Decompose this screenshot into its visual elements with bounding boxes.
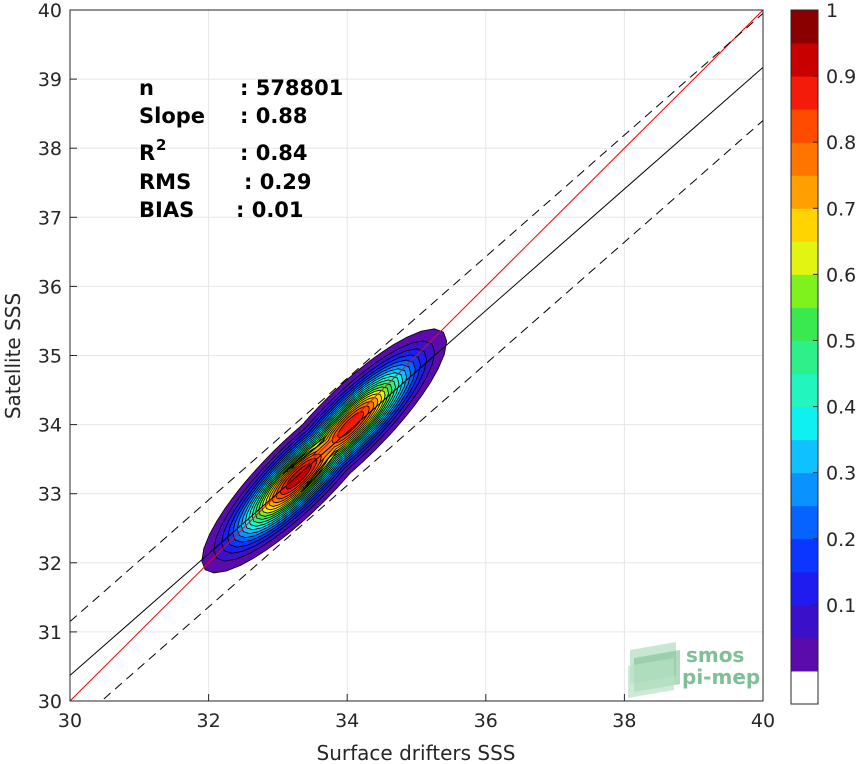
density-contour	[285, 463, 312, 490]
colorbar-tick-label: 1	[826, 0, 838, 22]
x-axis-ticks: 30 32 34 36 38 40	[58, 694, 775, 732]
y-tick-label: 37	[38, 207, 62, 229]
identity-line	[70, 10, 763, 701]
colorbar-swatch	[791, 307, 818, 341]
stat-r2-label: R	[139, 141, 155, 165]
upper_bound-line	[70, 13, 763, 622]
y-tick-label: 30	[38, 691, 62, 713]
stat-bias-value: : 0.01	[236, 198, 304, 222]
colorbar-tick-label: 0.9	[826, 66, 856, 88]
stat-r2-value: : 0.84	[240, 141, 308, 165]
colorbar-swatch	[791, 76, 818, 110]
colorbar-tick-label: 0.7	[826, 198, 856, 220]
colorbar-swatch	[791, 538, 818, 573]
colorbar-swatch	[791, 10, 818, 44]
colorbar-swatch	[791, 142, 818, 176]
x-tick-label: 38	[612, 710, 636, 732]
y-tick-label: 35	[38, 346, 62, 368]
stat-rms-label: RMS	[139, 170, 191, 194]
stat-slope-value: : 0.88	[240, 104, 308, 128]
stat-n-label: n	[139, 76, 154, 100]
colorbar-tick-label: 0.1	[826, 595, 856, 617]
colorbar-swatch	[791, 274, 818, 308]
x-axis-label: Surface drifters SSS	[317, 741, 516, 764]
colorbar-swatch	[791, 109, 818, 143]
colorbar-tick-label: 0.5	[826, 330, 856, 352]
watermark-line2: pi-mep	[682, 665, 760, 689]
stat-r2-sup: 2	[156, 136, 166, 154]
density-contour	[337, 411, 365, 439]
stat-slope-label: Slope	[139, 104, 205, 128]
x-tick-label: 30	[58, 710, 82, 732]
x-tick-label: 36	[474, 710, 498, 732]
y-tick-label: 32	[38, 553, 62, 575]
grid	[69, 9, 764, 702]
y-axis-label: Satellite SSS	[1, 293, 25, 419]
lower_bound-line	[100, 120, 763, 701]
colorbar-tick-label: 0.8	[826, 132, 856, 154]
y-tick-label: 34	[38, 415, 62, 437]
y-tick-label: 33	[38, 484, 62, 506]
colorbar-swatch	[791, 637, 818, 672]
colorbar	[790, 9, 819, 705]
y-tick-label: 39	[38, 69, 62, 91]
colorbar-swatch	[791, 670, 818, 705]
colorbar-ticks: 0.1 0.2 0.3 0.4 0.5 0.6 0.7 0.8 0.9 1	[813, 0, 856, 617]
colorbar-tick-label: 0.4	[826, 397, 856, 419]
colorbar-swatch	[791, 406, 818, 441]
stat-bias-label: BIAS	[139, 198, 194, 222]
layers-icon	[628, 642, 680, 698]
y-tick-label: 31	[38, 622, 62, 644]
colorbar-swatch	[791, 340, 818, 375]
reference-lines	[70, 10, 763, 701]
colorbar-swatch	[791, 175, 818, 209]
watermark-logo: smos pi-mep	[628, 642, 760, 698]
colorbar-swatch	[791, 43, 818, 77]
colorbar-swatch	[791, 373, 818, 408]
stat-rms-value: : 0.29	[244, 170, 312, 194]
stat-n-value: : 578801	[240, 76, 343, 100]
colorbar-swatch	[791, 472, 818, 507]
y-axis-ticks: 30 31 32 33 34 35 36 37 38 39 40	[38, 0, 77, 713]
colorbar-frame	[790, 9, 819, 705]
regression-line	[70, 66, 763, 676]
colorbar-swatch	[791, 604, 818, 639]
colorbar-swatch	[791, 439, 818, 474]
x-tick-label: 32	[197, 710, 221, 732]
colorbar-swatch	[791, 241, 818, 275]
x-tick-label: 40	[751, 710, 775, 732]
y-tick-label: 38	[38, 138, 62, 160]
x-tick-label: 34	[335, 710, 359, 732]
colorbar-tick-label: 0.3	[826, 463, 856, 485]
colorbar-tick-label: 0.2	[826, 529, 856, 551]
stats-box: n : 578801 Slope : 0.88 R 2 : 0.84 RMS :…	[139, 76, 343, 222]
y-tick-label: 36	[38, 276, 62, 298]
watermark-line1: smos	[686, 643, 744, 667]
colorbar-swatch	[791, 208, 818, 242]
y-tick-label: 40	[38, 0, 62, 22]
colorbar-tick-label: 0.6	[826, 264, 856, 286]
colorbar-swatch	[791, 505, 818, 540]
colorbar-swatch	[791, 571, 818, 606]
